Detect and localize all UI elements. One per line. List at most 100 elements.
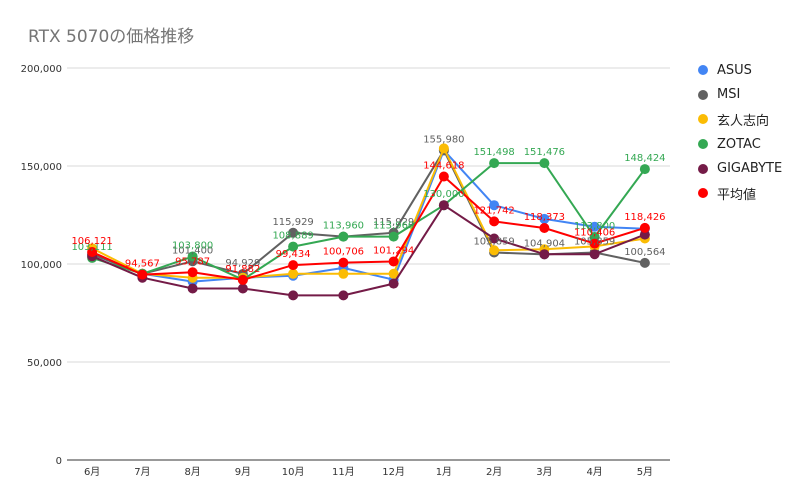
data-point — [388, 268, 399, 279]
x-tick-label: 4月 — [586, 466, 602, 478]
y-tick-label: 100,000 — [21, 260, 62, 271]
data-point — [237, 274, 248, 285]
y-tick-label: 200,000 — [21, 64, 62, 75]
data-label: 108,889 — [272, 231, 313, 242]
legend-label: ZOTAC — [717, 136, 761, 152]
x-tick-label: 2月 — [486, 466, 502, 478]
legend-item: 平均値 — [698, 181, 782, 206]
data-point — [288, 268, 299, 279]
data-point — [338, 231, 349, 242]
data-point — [639, 164, 650, 175]
data-point — [489, 200, 500, 211]
data-point — [489, 216, 500, 227]
data-label: 101,400 — [172, 245, 213, 256]
x-tick-label: 3月 — [536, 466, 552, 478]
data-point — [187, 283, 198, 294]
series-line — [91, 162, 646, 281]
data-point — [489, 233, 500, 244]
data-label: 94,567 — [125, 259, 160, 270]
x-tick-label: 8月 — [184, 466, 200, 478]
data-point — [539, 249, 550, 260]
x-tick-label: 7月 — [134, 466, 150, 478]
x-tick-label: 1月 — [436, 466, 452, 478]
data-label: 99,434 — [276, 249, 311, 260]
data-label: 118,426 — [624, 212, 665, 223]
data-point — [589, 221, 600, 232]
legend-item: 玄人志向 — [698, 107, 782, 132]
series-line — [91, 204, 646, 297]
data-label: 148,424 — [624, 153, 665, 164]
legend-item: GIGABYTE — [698, 156, 782, 181]
data-label: 115,929 — [272, 217, 313, 228]
y-tick-label: 150,000 — [21, 162, 62, 173]
data-label: 95,787 — [175, 256, 210, 267]
data-label: 106,121 — [71, 236, 112, 247]
data-label: 115,929 — [373, 217, 414, 228]
legend-label: GIGABYTE — [717, 161, 783, 177]
data-label: 101,294 — [373, 245, 414, 256]
data-label: 105,859 — [473, 237, 514, 248]
legend-item: ZOTAC — [698, 132, 782, 157]
data-point — [187, 267, 198, 278]
data-point — [388, 231, 399, 242]
data-point — [489, 245, 500, 256]
y-tick-label: 50,000 — [27, 358, 62, 369]
data-point — [87, 247, 98, 258]
data-label: 91,882 — [225, 264, 260, 275]
data-point — [237, 283, 248, 294]
series-line — [91, 175, 646, 281]
legend-swatch — [698, 89, 708, 100]
data-point — [589, 238, 600, 249]
data-point — [388, 256, 399, 267]
data-label: 155,980 — [423, 134, 464, 145]
series-line — [91, 147, 646, 279]
data-point — [338, 290, 349, 301]
data-point — [539, 213, 550, 224]
legend-swatch — [698, 188, 708, 199]
legend-label: 玄人志向 — [717, 113, 770, 129]
legend-swatch — [698, 163, 708, 174]
data-point — [288, 227, 299, 238]
data-label: 110,406 — [574, 228, 615, 239]
data-label: 94,929 — [225, 258, 260, 269]
data-point — [288, 290, 299, 301]
data-point — [388, 278, 399, 289]
data-point — [539, 222, 550, 233]
data-label: 144,618 — [423, 161, 464, 172]
legend-swatch — [698, 65, 708, 76]
data-point — [288, 260, 299, 271]
data-label: 104,904 — [524, 238, 565, 249]
x-tick-label: 6月 — [84, 466, 100, 478]
data-label: 118,373 — [524, 212, 565, 223]
data-label: 113,960 — [323, 221, 364, 232]
data-label: 113,960 — [373, 221, 414, 232]
data-label: 151,498 — [473, 147, 514, 158]
legend-label: 平均値 — [717, 187, 757, 203]
data-point — [539, 158, 550, 169]
legend-label: MSI — [717, 87, 741, 103]
data-point — [639, 222, 650, 233]
data-label: 113,800 — [574, 221, 615, 232]
data-point — [338, 268, 349, 279]
data-label: 103,800 — [172, 241, 213, 252]
data-point — [639, 257, 650, 268]
data-label: 100,706 — [323, 247, 364, 258]
legend-item: ASUS — [698, 58, 782, 83]
data-label: 103,111 — [71, 242, 112, 253]
data-label: 130,000 — [423, 189, 464, 200]
data-point — [187, 251, 198, 262]
data-point — [489, 158, 500, 169]
legend-item: MSI — [698, 83, 782, 108]
x-tick-label: 12月 — [382, 466, 405, 478]
chart-title: RTX 5070の価格推移 — [28, 27, 195, 47]
legend: ASUS MSI 玄人志向 ZOTAC GIGABYTE 平均値 — [698, 58, 782, 206]
x-tick-label: 10月 — [282, 466, 305, 478]
data-label: 100,564 — [624, 247, 665, 258]
data-point — [438, 171, 449, 182]
x-tick-label: 11月 — [332, 466, 355, 478]
data-point — [338, 257, 349, 268]
legend-swatch — [698, 114, 708, 125]
y-tick-label: 0 — [56, 456, 62, 467]
x-tick-label: 9月 — [235, 466, 251, 478]
